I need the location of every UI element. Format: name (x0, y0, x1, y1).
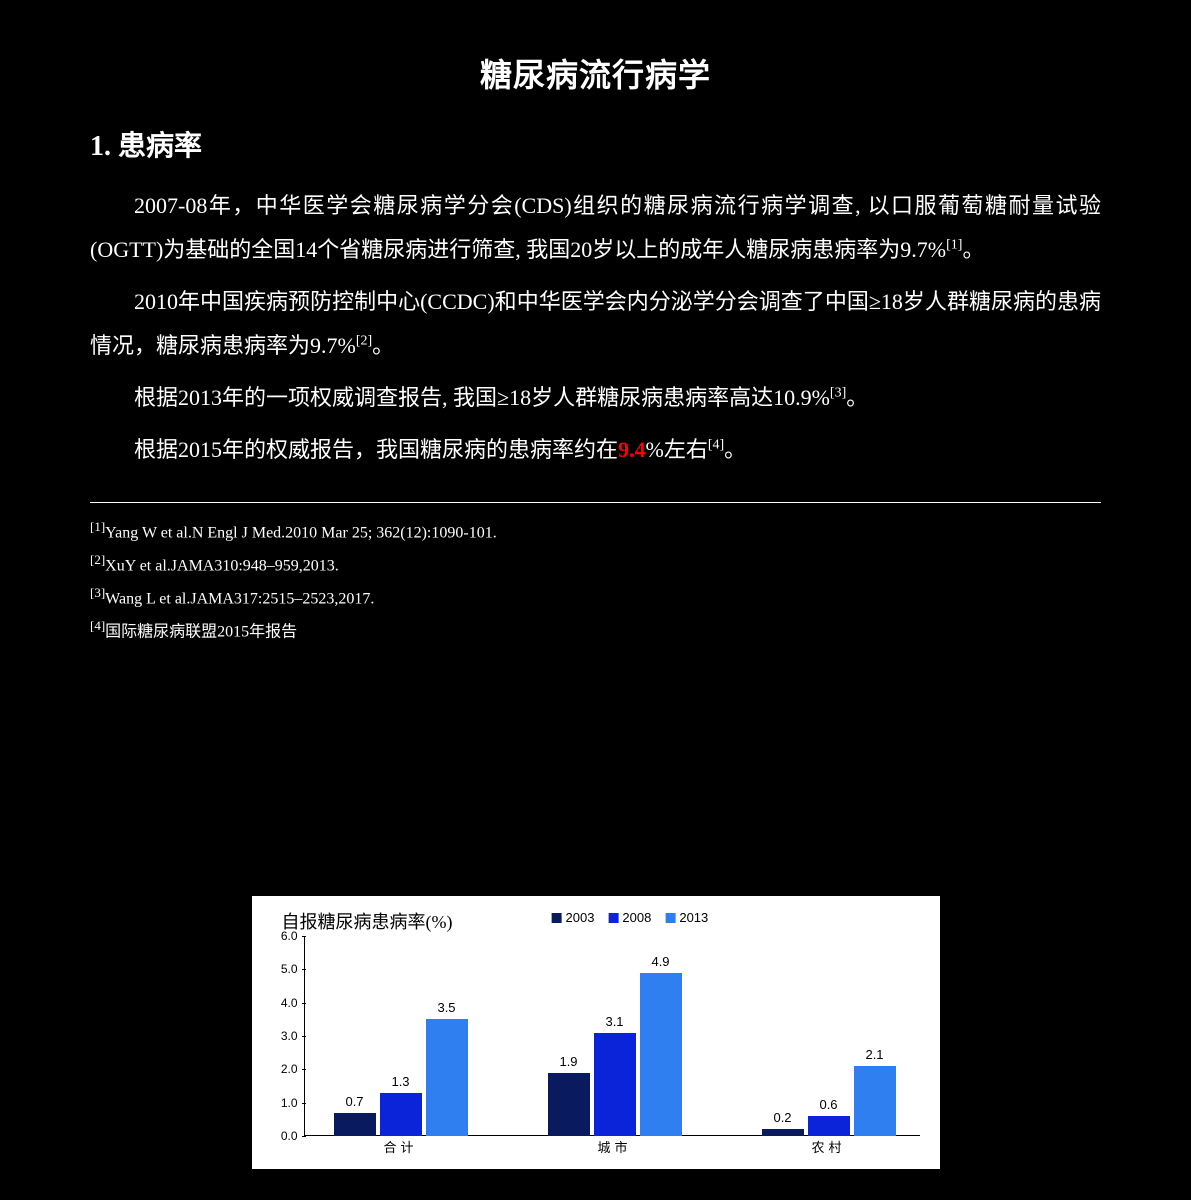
y-tick (302, 1003, 306, 1004)
y-tick-label: 3.0 (266, 1029, 298, 1043)
legend-label: 2003 (566, 910, 595, 925)
paragraph-block: 2007-08年，中华医学会糖尿病学分会(CDS)组织的糖尿病流行病学调查, 以… (90, 184, 1101, 472)
chart-card: 自报糖尿病患病率(%) 2003 2008 2013 0.0 1.0 2.0 3.0 4.0… (251, 895, 941, 1170)
footnote-line: [3]Wang L et al.JAMA317:2515–2523,2017. (90, 583, 1101, 612)
bar-value-label: 0.6 (819, 1097, 837, 1112)
legend-swatch (665, 913, 675, 923)
chart-bar (334, 1113, 376, 1136)
footnote-label: [3] (90, 585, 105, 600)
body-paragraph: 2010年中国疾病预防控制中心(CCDC)和中华医学会内分泌学分会调查了中国≥1… (90, 280, 1101, 368)
footnote-label: [4] (90, 618, 105, 633)
x-tick-label: 城市 (597, 1137, 631, 1156)
y-tick (302, 936, 306, 937)
chart-bar (808, 1116, 850, 1136)
page-root: 糖尿病流行病学 1. 患病率 2007-08年，中华医学会糖尿病学分会(CDS)… (0, 0, 1191, 1200)
legend-item: 2013 (665, 910, 708, 925)
y-tick (302, 1136, 306, 1137)
body-paragraph: 2007-08年，中华医学会糖尿病学分会(CDS)组织的糖尿病流行病学调查, 以… (90, 184, 1101, 272)
chart-bar (640, 973, 682, 1136)
legend-swatch (608, 913, 618, 923)
footnote-ref: [1] (946, 238, 962, 253)
bar-value-label: 1.9 (559, 1054, 577, 1069)
y-tick (302, 969, 306, 970)
chart-bar (426, 1019, 468, 1136)
legend-item: 2003 (552, 910, 595, 925)
chart-row: 自报糖尿病患病率(%) 2003 2008 2013 0.0 1.0 2.0 3.0 4.0… (0, 895, 1191, 1170)
body-paragraph: 根据2013年的一项权威调查报告, 我国≥18岁人群糖尿病患病率高达10.9%[… (90, 376, 1101, 420)
page-title: 糖尿病流行病学 (90, 50, 1101, 96)
y-tick-label: 2.0 (266, 1062, 298, 1076)
bar-value-label: 3.1 (605, 1014, 623, 1029)
chart-title: 自报糖尿病患病率(%) (282, 908, 453, 934)
footnote-label: [2] (90, 552, 105, 567)
legend-swatch (552, 913, 562, 923)
chart-bar (762, 1129, 804, 1136)
x-tick-label: 农村 (811, 1137, 845, 1156)
bar-value-label: 1.3 (391, 1074, 409, 1089)
y-tick-label: 6.0 (266, 929, 298, 943)
body-paragraph: 根据2015年的权威报告，我国糖尿病的患病率约在9.4%左右[4]。 (90, 428, 1101, 472)
chart-bar (548, 1073, 590, 1136)
section-title: 1. 患病率 (90, 124, 1101, 164)
y-tick-label: 0.0 (266, 1129, 298, 1143)
bar-value-label: 4.9 (651, 954, 669, 969)
chart-bar (854, 1066, 896, 1136)
legend-label: 2008 (622, 910, 651, 925)
emphasis-number: 9.4 (618, 437, 646, 462)
footnote-line: [1]Yang W et al.N Engl J Med.2010 Mar 25… (90, 517, 1101, 546)
content-area: 糖尿病流行病学 1. 患病率 2007-08年，中华医学会糖尿病学分会(CDS)… (0, 0, 1191, 472)
chart-bar (380, 1093, 422, 1136)
footnote-ref: [2] (356, 334, 372, 349)
legend-item: 2008 (608, 910, 651, 925)
y-tick (302, 1036, 306, 1037)
footnote-label: [1] (90, 519, 105, 534)
x-tick-label: 合计 (383, 1137, 417, 1156)
y-tick (302, 1069, 306, 1070)
bar-value-label: 3.5 (437, 1000, 455, 1015)
footnote-line: [4]国际糖尿病联盟2015年报告 (90, 616, 1101, 645)
footnote-ref: [3] (830, 386, 846, 401)
y-tick-label: 5.0 (266, 962, 298, 976)
footnote-line: [2]XuY et al.JAMA310:948–959,2013. (90, 550, 1101, 579)
legend-label: 2013 (679, 910, 708, 925)
chart-legend: 2003 2008 2013 (552, 910, 709, 925)
y-tick-label: 1.0 (266, 1096, 298, 1110)
chart-plot: 0.01.02.03.04.05.06.0合计0.71.33.5城市1.93.1… (304, 936, 920, 1136)
bar-value-label: 0.2 (773, 1110, 791, 1125)
y-tick-label: 4.0 (266, 996, 298, 1010)
chart-bar (594, 1033, 636, 1136)
footnote-ref: [4] (708, 438, 724, 453)
bar-value-label: 0.7 (345, 1094, 363, 1109)
footnote-area: [1]Yang W et al.N Engl J Med.2010 Mar 25… (0, 503, 1191, 645)
y-tick (302, 1103, 306, 1104)
bar-value-label: 2.1 (865, 1047, 883, 1062)
